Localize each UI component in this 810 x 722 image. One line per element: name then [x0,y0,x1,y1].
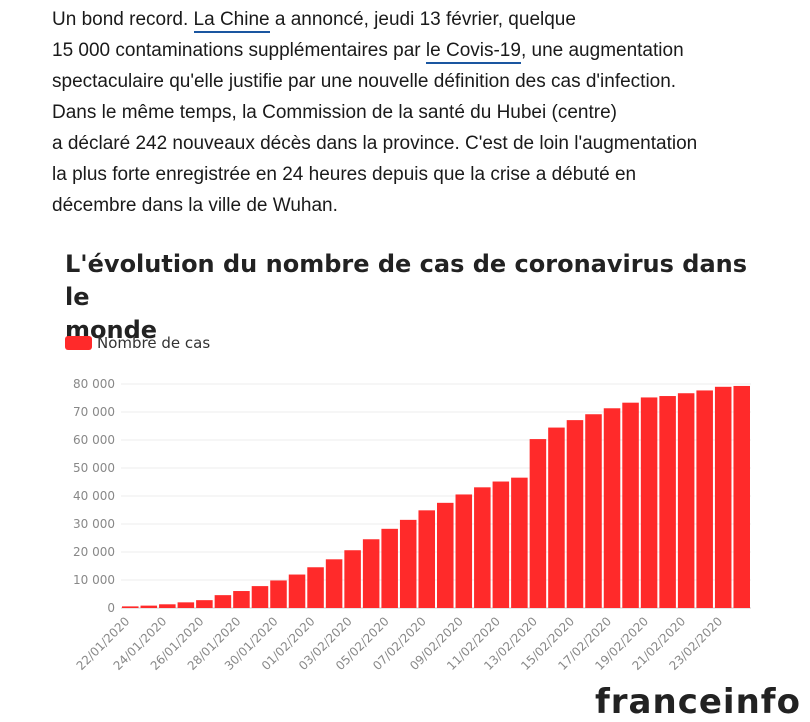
article-line: Un bond record. La Chine a annoncé, jeud… [52,4,792,35]
bar[interactable] [548,427,565,608]
bar[interactable] [418,510,435,608]
bar[interactable] [492,481,510,608]
bar[interactable] [122,606,139,608]
bar[interactable] [677,393,695,608]
chart-legend[interactable]: Nombre de cas [65,333,210,353]
bar[interactable] [177,602,195,608]
bar[interactable] [733,385,750,608]
bar[interactable] [307,567,324,608]
y-tick-label: 50 000 [73,461,115,475]
y-tick-label: 10 000 [73,573,115,587]
bar[interactable] [362,539,380,608]
link-la-chine[interactable]: La Chine [193,9,270,33]
bar[interactable] [714,386,732,608]
legend-label: Nombre de cas [97,334,211,352]
article-line: Dans le même temps, la Commission de la … [52,102,617,123]
bar[interactable] [381,528,398,608]
bar[interactable] [214,595,232,608]
footer-logo-fragment: franceinfo [595,682,801,722]
article-paragraph: Un bond record. La Chine a annoncé, jeud… [52,4,792,221]
article-text-segment: 15 000 contaminations supplémentaires pa… [52,40,426,61]
article-line: a déclaré 242 nouveaux décès dans la pro… [52,133,698,154]
bar[interactable] [529,439,547,608]
link-le-covis-19[interactable]: le Covis-19 [425,40,521,64]
bar[interactable] [159,604,176,608]
bar[interactable] [566,420,584,608]
article-line: spectaculaire qu'elle justifie par une n… [52,71,677,92]
bar[interactable] [288,574,306,608]
y-tick-label: 80 000 [73,377,115,391]
bar-chart: 0 10 000 20 000 30 000 40 000 50 000 60 000 70 … [73,377,751,673]
bar[interactable] [399,519,417,608]
bar[interactable] [270,580,287,608]
bar[interactable] [474,487,491,608]
y-tick-label: 0 [107,601,115,615]
article-line: 15 000 contaminations supplémentaires pa… [52,35,792,66]
bar[interactable] [140,605,158,608]
legend-swatch [65,336,92,350]
bar[interactable] [640,397,658,608]
article-text-segment: , une augmentation [520,40,684,61]
bar[interactable] [233,591,250,608]
y-tick-label: 70 000 [73,405,115,419]
bar[interactable] [696,390,713,608]
bar[interactable] [511,477,528,608]
chart-title: L'évolution du nombre de cas de coronavi… [65,248,765,347]
bar[interactable] [437,502,454,608]
bar[interactable] [344,550,361,608]
bar[interactable] [585,414,602,608]
article-line: décembre dans la ville de Wuhan. [52,195,338,216]
bar[interactable] [455,494,473,608]
y-tick-label: 40 000 [73,489,115,503]
bar[interactable] [325,559,343,608]
article-text-segment: a annoncé, jeudi 13 février, quelque [269,9,576,30]
bar[interactable] [659,396,676,608]
y-tick-label: 60 000 [73,433,115,447]
article-line: la plus forte enregistrée en 24 heures d… [52,164,637,185]
bar[interactable] [251,586,269,608]
bar[interactable] [603,408,621,608]
y-tick-label: 20 000 [73,545,115,559]
chart-title-line: L'évolution du nombre de cas de coronavi… [65,250,748,311]
bar[interactable] [196,600,213,608]
bar[interactable] [622,402,639,608]
y-tick-label: 30 000 [73,517,115,531]
article-text-segment: Un bond record. [52,9,194,30]
